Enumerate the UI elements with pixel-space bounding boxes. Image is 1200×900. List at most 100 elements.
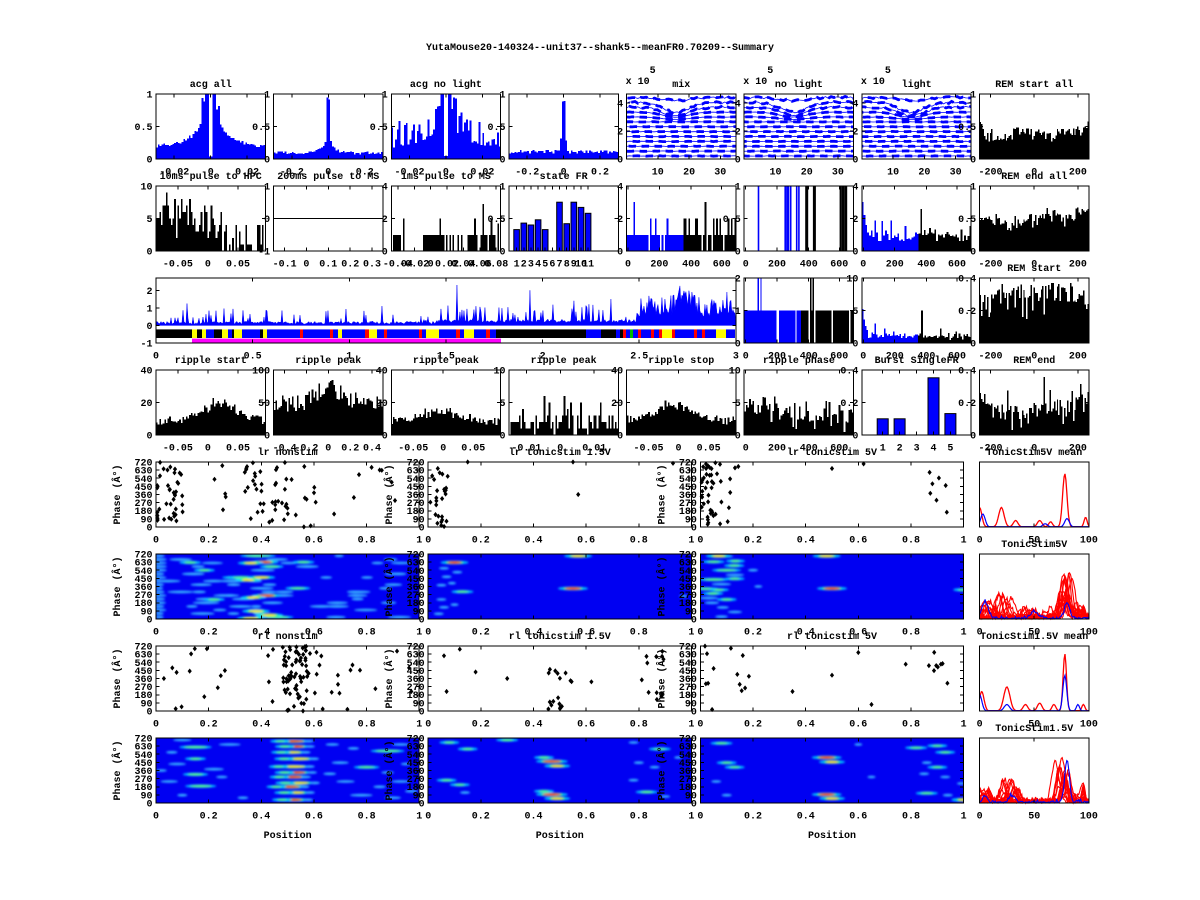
svg-text:ripple peak: ripple peak — [531, 355, 597, 367]
svg-text:0: 0 — [146, 616, 152, 627]
svg-text:lr nonstim: lr nonstim — [258, 447, 318, 459]
svg-text:40: 40 — [140, 367, 152, 378]
svg-text:180: 180 — [407, 507, 425, 518]
svg-text:600: 600 — [830, 260, 848, 271]
svg-text:0.4: 0.4 — [252, 628, 270, 639]
svg-text:540: 540 — [134, 475, 152, 486]
svg-text:10: 10 — [493, 367, 505, 378]
svg-text:0.08: 0.08 — [484, 260, 508, 271]
svg-text:1: 1 — [514, 260, 520, 271]
svg-text:x 10: x 10 — [861, 77, 885, 88]
svg-text:0: 0 — [205, 444, 211, 455]
svg-text:450: 450 — [134, 759, 152, 770]
svg-text:4: 4 — [617, 183, 623, 194]
svg-text:200: 200 — [768, 260, 786, 271]
svg-text:0.6: 0.6 — [305, 720, 323, 731]
svg-text:360: 360 — [407, 675, 425, 686]
svg-text:180: 180 — [679, 783, 697, 794]
svg-text:720: 720 — [134, 459, 152, 470]
svg-text:630: 630 — [407, 743, 425, 754]
svg-text:-0.4: -0.4 — [273, 444, 297, 455]
svg-text:0.5: 0.5 — [958, 215, 976, 226]
svg-text:TonicStim1.5V: TonicStim1.5V — [995, 723, 1073, 735]
svg-text:0.8: 0.8 — [902, 812, 920, 823]
svg-text:0.05: 0.05 — [226, 444, 250, 455]
svg-text:x 10: x 10 — [626, 77, 650, 88]
svg-text:50: 50 — [1028, 628, 1040, 639]
svg-text:0.5: 0.5 — [370, 123, 388, 134]
svg-text:0: 0 — [970, 156, 976, 167]
svg-text:0: 0 — [146, 524, 152, 535]
svg-text:0: 0 — [970, 340, 976, 351]
svg-text:0.6: 0.6 — [849, 812, 867, 823]
svg-text:0.2: 0.2 — [472, 536, 490, 547]
svg-text:0: 0 — [625, 260, 631, 271]
svg-text:0.2: 0.2 — [472, 628, 490, 639]
svg-text:Position: Position — [808, 830, 856, 842]
svg-text:0.8: 0.8 — [358, 812, 376, 823]
svg-text:0: 0 — [697, 720, 703, 731]
svg-text:0: 0 — [735, 340, 741, 351]
svg-text:0: 0 — [743, 444, 749, 455]
svg-text:360: 360 — [679, 767, 697, 778]
svg-text:0: 0 — [852, 340, 858, 351]
svg-text:0.4: 0.4 — [524, 628, 542, 639]
svg-text:720: 720 — [679, 643, 697, 654]
svg-text:1: 1 — [499, 183, 505, 194]
svg-text:0.2: 0.2 — [591, 168, 609, 179]
svg-text:0: 0 — [691, 524, 697, 535]
svg-text:0: 0 — [977, 720, 983, 731]
svg-text:630: 630 — [134, 467, 152, 478]
svg-text:Phase (Â°): Phase (Â°) — [110, 556, 124, 616]
svg-text:630: 630 — [407, 559, 425, 570]
svg-text:0.2: 0.2 — [200, 812, 218, 823]
svg-text:20: 20 — [140, 399, 152, 410]
svg-text:1: 1 — [264, 183, 270, 194]
svg-text:0: 0 — [146, 432, 152, 443]
svg-text:0.8: 0.8 — [902, 720, 920, 731]
svg-text:720: 720 — [407, 735, 425, 746]
svg-text:0.4: 0.4 — [797, 812, 815, 823]
svg-text:-1: -1 — [140, 340, 152, 351]
svg-text:0: 0 — [419, 524, 425, 535]
svg-text:0.2: 0.2 — [341, 444, 359, 455]
svg-text:-200: -200 — [978, 260, 1002, 271]
svg-text:2: 2 — [617, 128, 623, 139]
svg-text:0.6: 0.6 — [849, 720, 867, 731]
svg-text:0: 0 — [205, 260, 211, 271]
svg-text:1: 1 — [346, 352, 352, 363]
svg-text:180: 180 — [134, 599, 152, 610]
svg-text:0: 0 — [977, 628, 983, 639]
svg-text:Position: Position — [264, 830, 312, 842]
svg-text:8: 8 — [564, 260, 570, 271]
svg-text:0.4: 0.4 — [524, 720, 542, 731]
svg-text:Phase (Â°): Phase (Â°) — [654, 464, 668, 524]
svg-text:200: 200 — [768, 352, 786, 363]
svg-text:0: 0 — [264, 156, 270, 167]
svg-text:720: 720 — [134, 643, 152, 654]
svg-text:0.05: 0.05 — [461, 444, 485, 455]
svg-text:0.8: 0.8 — [630, 536, 648, 547]
svg-text:270: 270 — [134, 499, 152, 510]
svg-text:90: 90 — [140, 515, 152, 526]
svg-text:10: 10 — [769, 168, 781, 179]
svg-text:720: 720 — [407, 459, 425, 470]
svg-text:0.4: 0.4 — [252, 536, 270, 547]
svg-text:0: 0 — [1031, 444, 1037, 455]
svg-text:lr tonicstim 5V: lr tonicstim 5V — [787, 447, 877, 459]
svg-text:-0.02: -0.02 — [399, 260, 429, 271]
svg-text:0.4: 0.4 — [958, 367, 976, 378]
svg-text:0.01: 0.01 — [582, 444, 606, 455]
svg-text:10: 10 — [846, 275, 858, 286]
svg-text:630: 630 — [134, 651, 152, 662]
svg-text:1ms pulse to MS: 1ms pulse to MS — [401, 171, 491, 183]
svg-text:630: 630 — [407, 467, 425, 478]
svg-text:0: 0 — [617, 248, 623, 259]
svg-text:0.6: 0.6 — [577, 812, 595, 823]
svg-text:0: 0 — [735, 248, 741, 259]
svg-text:270: 270 — [679, 591, 697, 602]
svg-text:630: 630 — [679, 559, 697, 570]
svg-text:0.05: 0.05 — [226, 260, 250, 271]
svg-text:20: 20 — [801, 168, 813, 179]
svg-text:rl tonicstim 5V: rl tonicstim 5V — [787, 631, 877, 643]
